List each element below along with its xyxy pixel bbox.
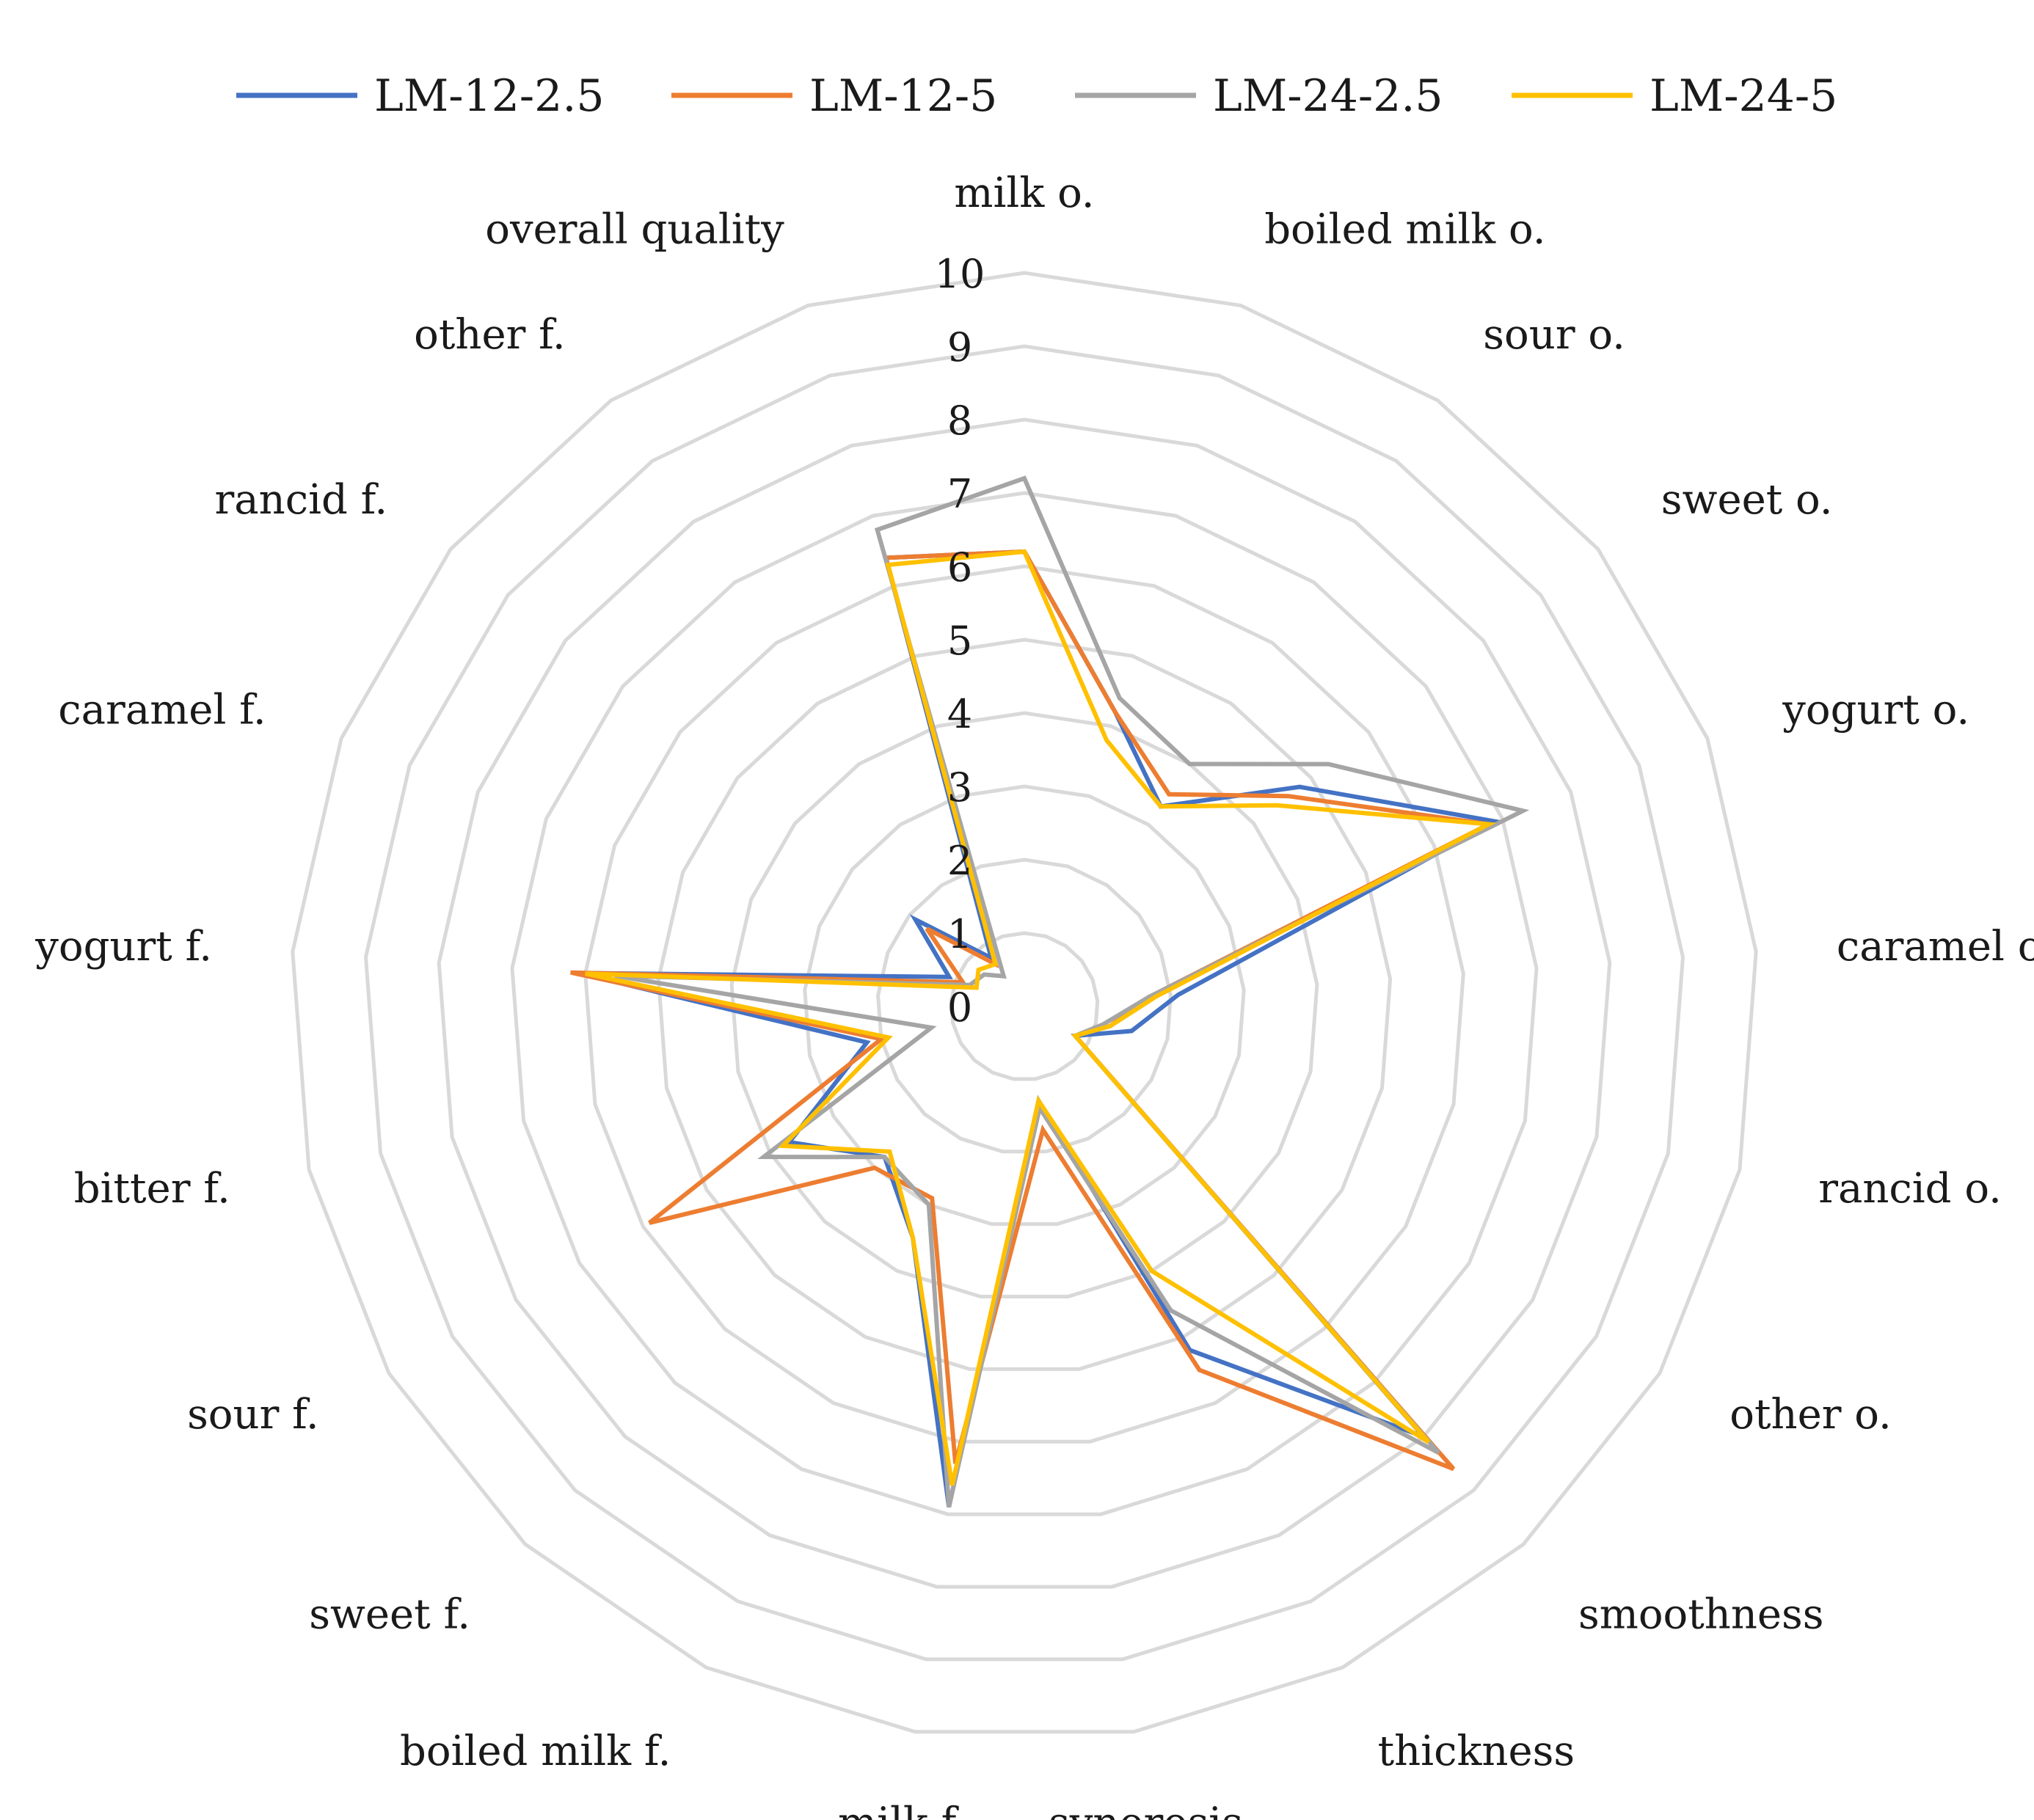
- tick-label: 1: [947, 911, 972, 957]
- category-label: milk o.: [954, 169, 1094, 217]
- grid-ring-2: [876, 858, 1173, 1154]
- grid-ring-9: [363, 344, 1685, 1662]
- tick-label: 9: [947, 324, 972, 370]
- category-label: milk f.: [838, 1799, 968, 1820]
- category-label: rancid f.: [215, 476, 388, 524]
- tick-label: 5: [947, 618, 972, 664]
- category-label: boiled milk f.: [400, 1728, 671, 1775]
- tick-label: 6: [947, 544, 972, 591]
- grid-ring-8: [437, 417, 1612, 1589]
- grid-ring-7: [510, 491, 1539, 1516]
- grid-ring-3: [803, 784, 1246, 1227]
- tick-label: 0: [947, 984, 972, 1031]
- category-label: rancid o.: [1818, 1165, 2002, 1213]
- legend-entry: LM-12-2.5: [374, 70, 605, 122]
- legend: LM-12-2.5 LM-12-5 LM-24-2.5 LM-24-5: [236, 70, 1837, 122]
- radar-series: [570, 475, 1530, 1507]
- tick-label: 2: [947, 838, 972, 884]
- tick-label: 10: [935, 251, 985, 297]
- legend-entry: LM-12-5: [809, 70, 997, 122]
- grid-ring-6: [583, 564, 1465, 1444]
- category-label: smoothness: [1578, 1591, 1824, 1639]
- legend-entry: LM-24-5: [1650, 70, 1837, 122]
- category-label: yogurt o.: [1782, 687, 1969, 734]
- category-label: boiled milk o.: [1264, 205, 1545, 253]
- category-label: other f.: [414, 311, 566, 359]
- category-label: bitter f.: [74, 1165, 230, 1213]
- category-label: sour f.: [187, 1391, 319, 1439]
- category-label: sour o.: [1483, 311, 1625, 359]
- category-label: yogurt f.: [34, 923, 212, 971]
- tick-label: 3: [947, 764, 972, 811]
- category-label: sweet f.: [309, 1591, 470, 1639]
- grid-ring-5: [656, 637, 1393, 1371]
- tick-label: 8: [947, 398, 972, 444]
- category-label: sweet o.: [1661, 476, 1833, 524]
- legend-entry: LM-24-2.5: [1213, 70, 1443, 122]
- series-line-LM-24-5: [585, 549, 1497, 1486]
- category-labels: milk o. boiled milk o. sour o. sweet o. yogu…: [34, 169, 2034, 1820]
- tick-label: 4: [947, 691, 972, 737]
- category-label: other o.: [1729, 1391, 1892, 1439]
- radar-grid: [291, 271, 1758, 1734]
- category-label: syneresis: [1049, 1799, 1243, 1820]
- category-label: thickness: [1378, 1728, 1575, 1775]
- series-line-LM-12-5: [570, 549, 1496, 1472]
- grid-ring-1: [949, 931, 1100, 1081]
- radial-tick-labels: 0 1 2 3 4 5 6 7 8 9 10: [935, 251, 985, 1031]
- category-label: overall quality: [485, 205, 784, 253]
- tick-label: 7: [947, 471, 972, 517]
- grid-ring-10: [291, 271, 1758, 1734]
- category-label: caramel f.: [58, 687, 266, 734]
- grid-ring-4: [729, 711, 1319, 1298]
- category-label: caramel o.: [1837, 923, 2034, 971]
